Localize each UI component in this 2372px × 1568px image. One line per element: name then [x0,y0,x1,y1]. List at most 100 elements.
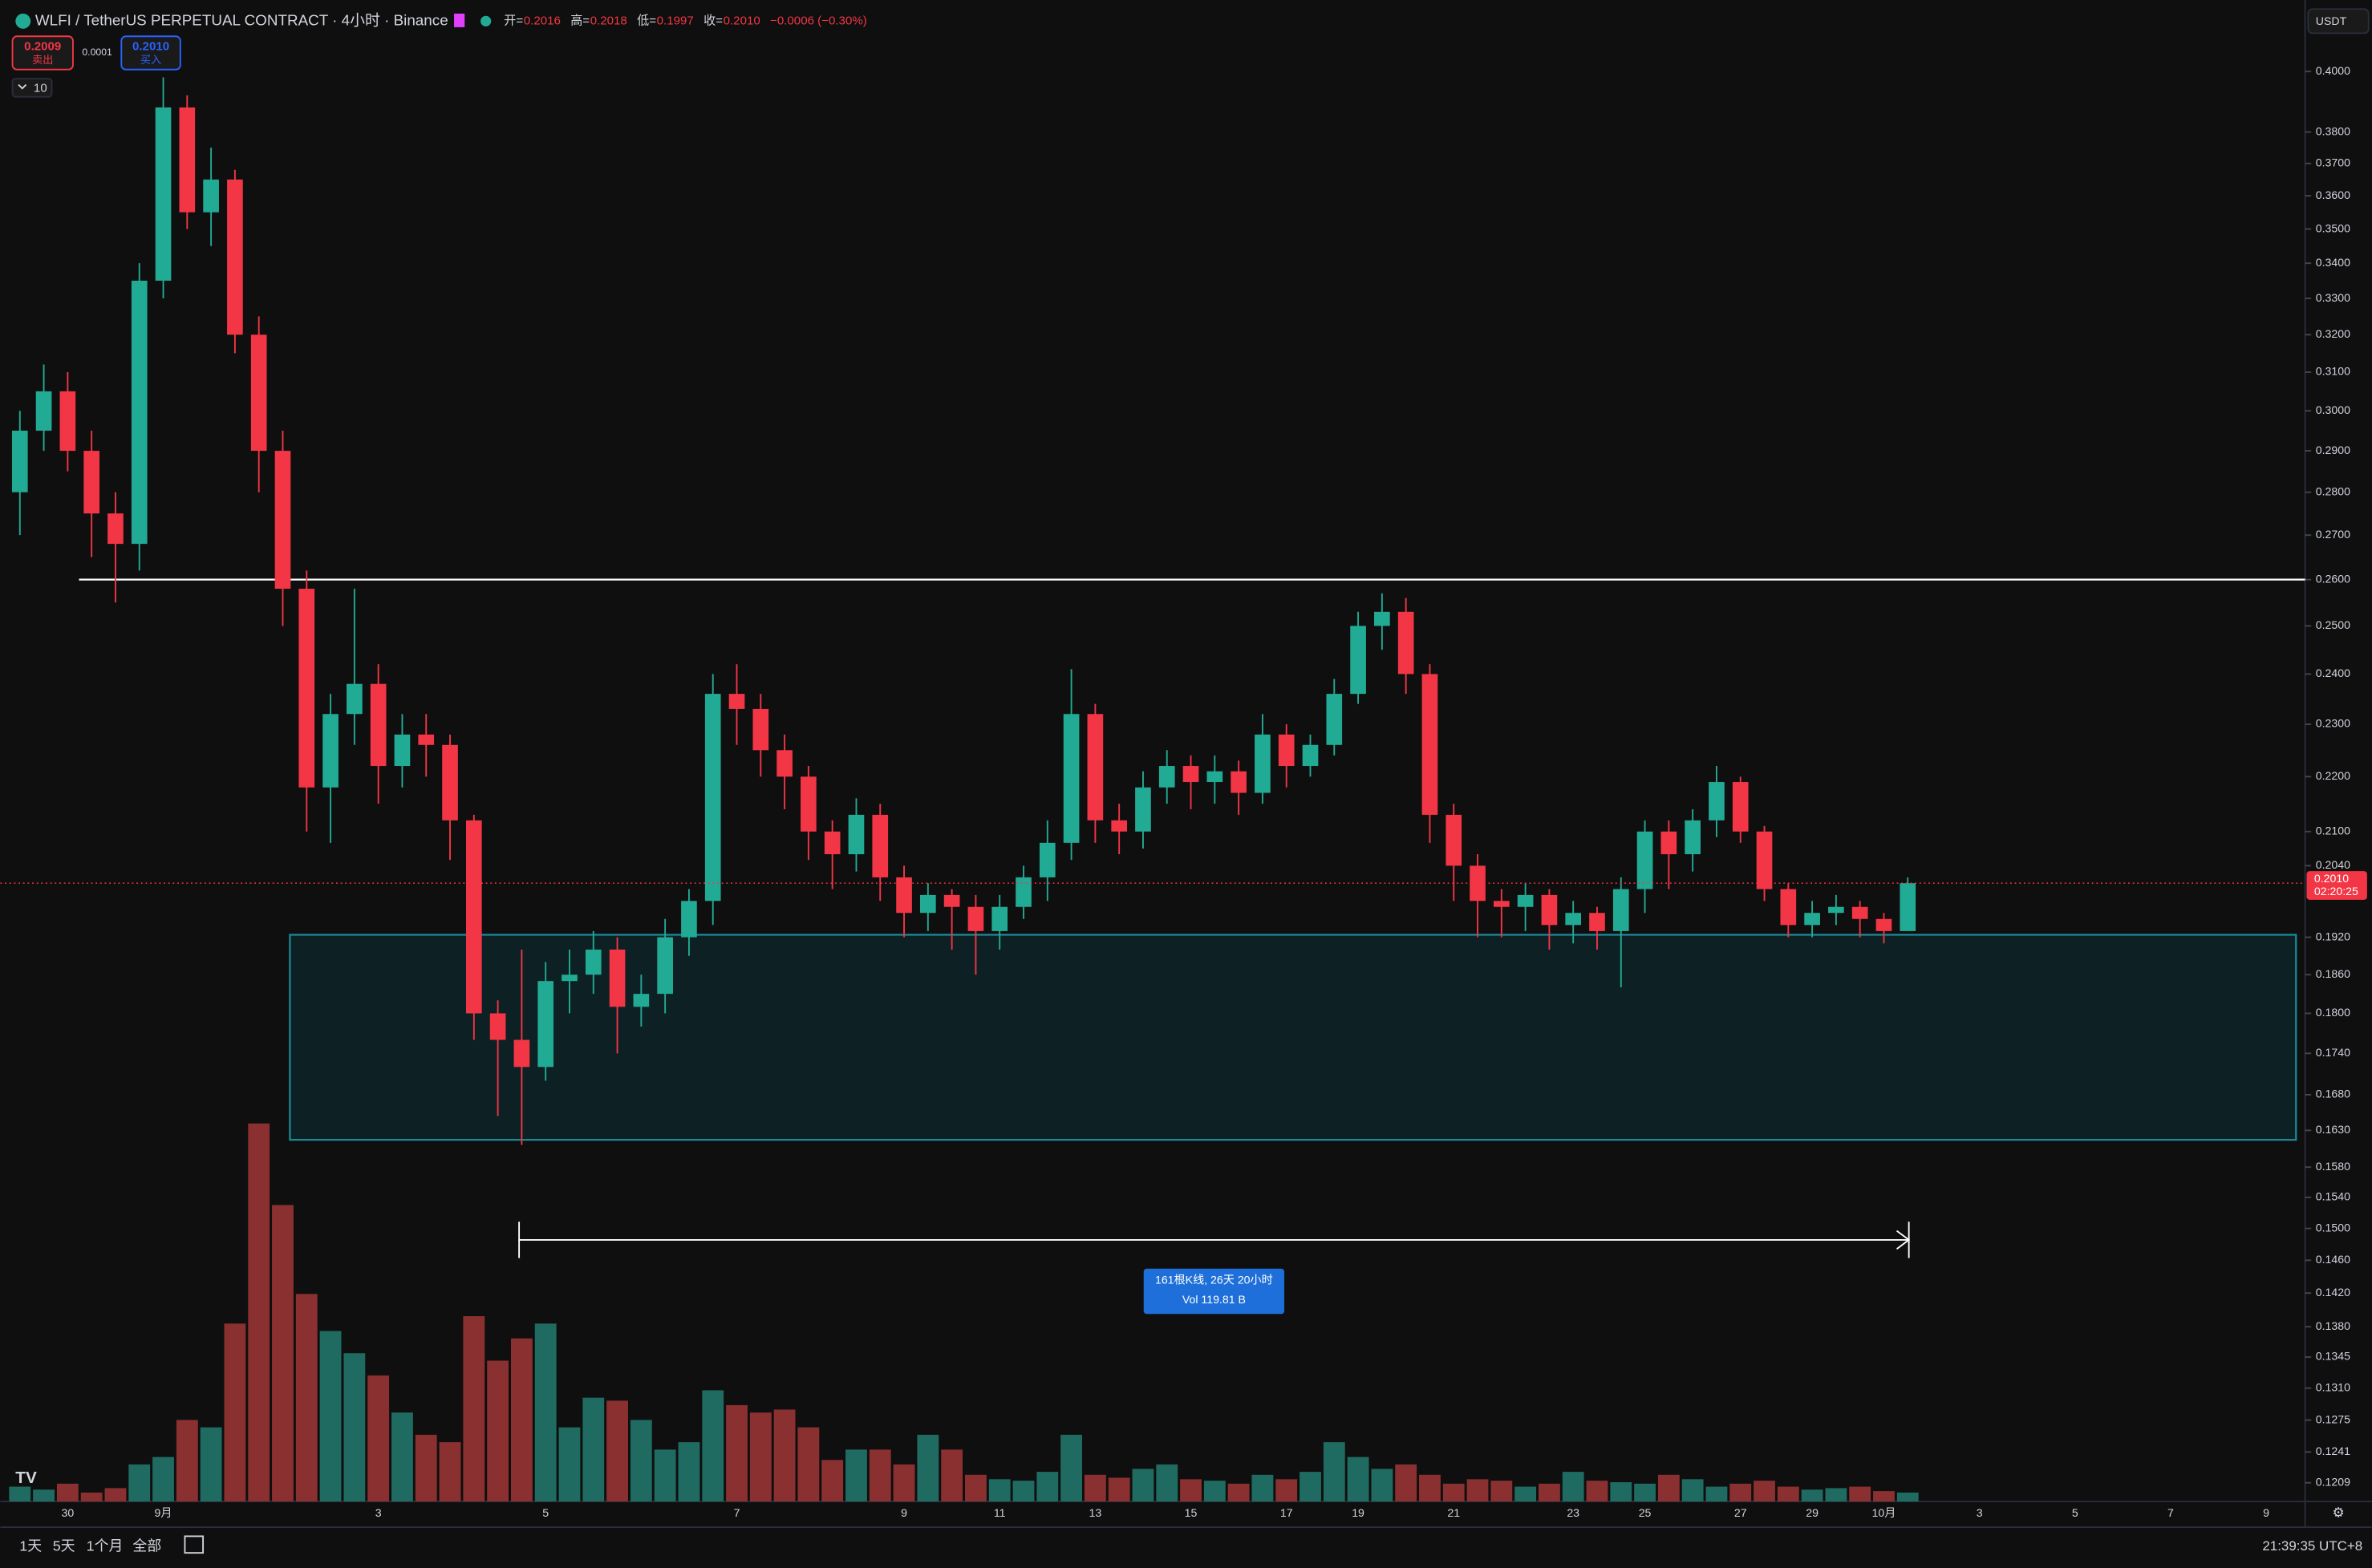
candle-body [1780,889,1797,926]
volume-bar [869,1449,891,1502]
x-tick-label: 27 [1734,1506,1747,1519]
volume-bar [1825,1488,1847,1502]
status-dot [480,15,492,26]
settings-icon[interactable]: ⚙ [2332,1505,2344,1521]
measure-arrow [1896,1230,1911,1250]
candle-body [1374,611,1390,626]
measure-label: 161根K线, 26天 20小时 [1155,1274,1273,1286]
candle-body [1302,744,1319,767]
volume-bar [702,1390,724,1502]
y-tick-label: 0.1540 [2316,1190,2350,1203]
y-tick-label: 0.2300 [2316,717,2350,730]
volume-bar [487,1360,509,1502]
range-button[interactable]: 5天 [53,1538,75,1554]
flag-icon[interactable] [454,13,465,27]
y-tick-label: 0.1500 [2316,1221,2350,1234]
candle-body [1636,831,1653,889]
x-tick-label: 5 [2072,1506,2078,1519]
volume-bar [582,1397,605,1502]
volume-bar [726,1404,748,1502]
volume-bar [1251,1474,1274,1502]
candle-body [801,776,817,832]
candle-body [1685,820,1701,855]
volume-bar [1442,1483,1465,1502]
candle-body [609,949,626,1007]
candle-body [1421,674,1438,815]
volume-bar [1084,1474,1106,1502]
currency-select[interactable] [2307,8,2370,34]
candle-body [728,694,745,709]
volume-bar [463,1316,485,1502]
candle-body [298,589,315,788]
candle-body [896,877,912,914]
volume-bar [1801,1489,1823,1502]
candle-body [1709,782,1725,820]
volume-bar [1060,1434,1082,1502]
y-tick-label: 0.1275 [2316,1412,2350,1425]
candle-body [394,734,411,767]
high-label: 高= [570,14,590,27]
symbol-title[interactable]: WLFI / TetherUS PERPETUAL CONTRACT · 4小时… [35,11,448,28]
candle-body [155,107,172,281]
candle-body [633,994,650,1007]
candle-body [250,334,267,452]
y-tick-label: 0.3200 [2316,327,2350,340]
candle-body [1470,865,1486,901]
sell-button[interactable] [11,35,74,71]
range-button[interactable]: 1个月 [87,1538,124,1554]
y-tick-label: 0.1460 [2316,1253,2350,1266]
buy-button[interactable] [120,35,181,71]
y-tick-label: 0.1241 [2316,1444,2350,1457]
candle-body [370,683,387,767]
candle-body [585,949,602,975]
volume-bar [1705,1486,1728,1502]
candle-body [704,694,721,901]
low-value: 0.1997 [657,14,694,27]
y-tick-label: 0.1630 [2316,1123,2350,1136]
y-tick-label: 0.3500 [2316,221,2350,234]
candle-body [322,714,339,788]
volume-bar [104,1488,127,1502]
volume-bar [965,1474,987,1502]
clock: 21:39:35 UTC+8 [2262,1538,2362,1554]
change-value: −0.0006 (−0.30%) [770,14,867,27]
volume-bar [941,1449,963,1502]
y-tick-label: 0.2040 [2316,858,2350,871]
volume-bar [128,1464,151,1502]
volume-bar [80,1492,103,1502]
candle-body [824,831,841,855]
footer: 1天 5天 1个月 全部 [19,1538,161,1554]
volume-bar [893,1464,915,1502]
x-tick-label: 17 [1280,1506,1293,1519]
x-tick-label: 10月 [1872,1506,1896,1519]
y-tick-label: 0.1920 [2316,930,2350,942]
x-tick-label: 23 [1567,1506,1579,1519]
candle-body [967,906,984,931]
y-tick-label: 0.2100 [2316,824,2350,837]
volume-bar [319,1331,342,1502]
measure-box [1143,1268,1285,1315]
y-tick-label: 0.4000 [2316,64,2350,77]
calendar-icon[interactable] [184,1535,205,1554]
volume-bar [845,1449,867,1502]
volume-bar [415,1434,437,1502]
volume-bar [1300,1472,1321,1502]
y-tick-label: 0.2200 [2316,769,2350,782]
y-tick-label: 0.1310 [2316,1380,2350,1393]
candle-body [1756,831,1773,889]
candle-body [1158,766,1175,788]
close-label: 收= [703,14,723,27]
volume-bar [1132,1469,1154,1502]
countdown: 02:20:25 [2314,885,2358,897]
range-button[interactable]: 1天 [19,1538,42,1554]
volume-bar [1347,1457,1369,1502]
x-tick-label: 9 [901,1506,907,1519]
y-tick-label: 0.1800 [2316,1006,2350,1019]
candle-body [1565,913,1582,926]
range-button[interactable]: 全部 [132,1538,161,1554]
volume-bar [1227,1483,1250,1502]
candle-body [537,981,554,1068]
candle-body [1326,694,1343,745]
indicator-toggle[interactable] [11,78,53,98]
y-tick-label: 0.1209 [2316,1475,2350,1488]
